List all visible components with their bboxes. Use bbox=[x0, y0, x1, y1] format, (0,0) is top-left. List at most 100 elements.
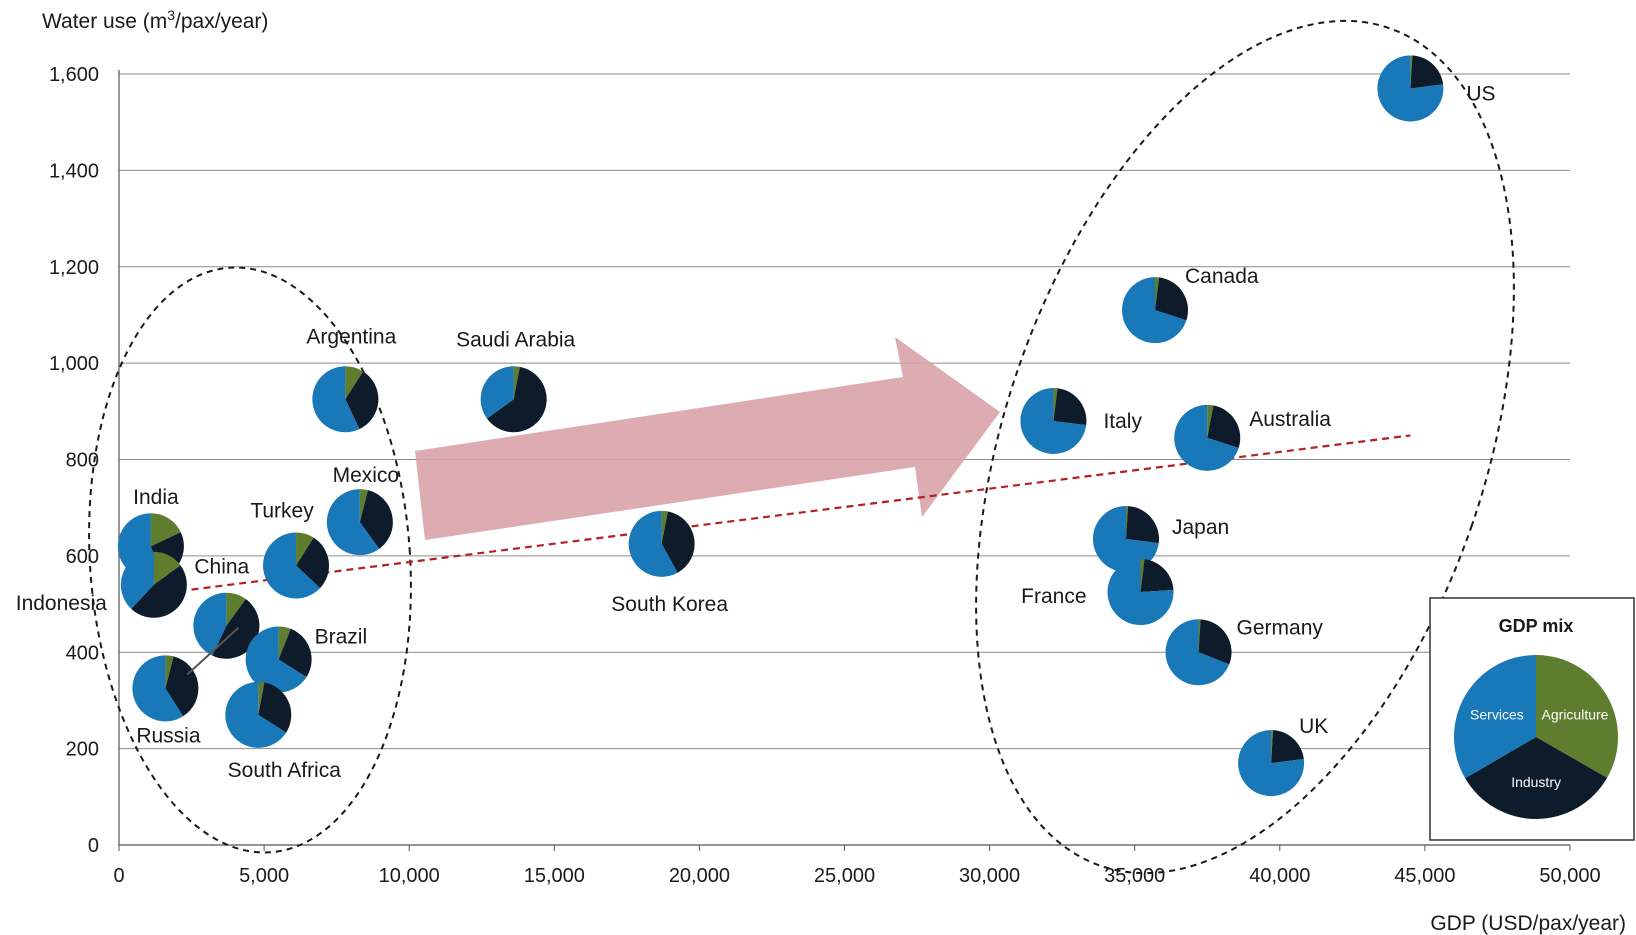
y-tick-label: 1,000 bbox=[49, 353, 99, 375]
developed-cluster-outline bbox=[975, 19, 1515, 875]
pie-slice-agriculture bbox=[513, 366, 520, 400]
pie-turkey bbox=[263, 532, 330, 599]
pie-slice-services bbox=[120, 551, 154, 609]
pie-slice-industry bbox=[1207, 405, 1241, 449]
pie-slice-industry bbox=[359, 490, 393, 549]
x-tick-label: 10,000 bbox=[379, 865, 440, 887]
pie-slice-services bbox=[1122, 277, 1187, 344]
country-pies bbox=[117, 55, 1444, 797]
growth-arrow-shape bbox=[415, 337, 1000, 540]
x-tick-label: 30,000 bbox=[959, 865, 1020, 887]
pie-us bbox=[1377, 55, 1444, 122]
pie-slice-industry bbox=[258, 682, 292, 733]
pie-slice-agriculture bbox=[1271, 730, 1274, 764]
pie-italy bbox=[1020, 387, 1087, 454]
pie-slice-industry bbox=[296, 537, 330, 589]
pie-slice-agriculture bbox=[1198, 619, 1201, 653]
y-tick-label: 0 bbox=[88, 835, 99, 857]
pie-slice-services bbox=[1020, 387, 1087, 454]
pie-slice-agriculture bbox=[153, 551, 181, 585]
leader-line bbox=[186, 627, 240, 676]
y-tick-label: 600 bbox=[66, 546, 99, 568]
point-label-italy: Italy bbox=[1103, 410, 1142, 433]
pie-slice-agriculture bbox=[661, 510, 668, 544]
pie-slice-industry bbox=[278, 628, 312, 678]
x-tick-label: 25,000 bbox=[814, 865, 875, 887]
pie-slice-agriculture bbox=[1053, 387, 1058, 421]
pie-slice-industry bbox=[1271, 730, 1304, 764]
point-label-japan: Japan bbox=[1172, 516, 1229, 539]
pie-slice-agriculture bbox=[345, 366, 364, 400]
legend-slice-label: Industry bbox=[1511, 774, 1561, 790]
pie-argentina bbox=[312, 366, 379, 433]
pie-slice-services bbox=[245, 626, 307, 693]
point-label-germany: Germany bbox=[1237, 616, 1324, 639]
pie-slice-agriculture bbox=[1140, 559, 1145, 593]
x-tick-label: 5,000 bbox=[239, 865, 289, 887]
point-label-saudi-arabia: Saudi Arabia bbox=[456, 328, 575, 351]
point-label-us: US bbox=[1466, 82, 1495, 105]
pie-saudi-arabia bbox=[480, 366, 547, 433]
pie-slice-services bbox=[263, 532, 321, 599]
pie-slice-services bbox=[1174, 404, 1239, 471]
pie-slice-industry bbox=[486, 366, 547, 433]
pie-slice-agriculture bbox=[150, 513, 181, 547]
pie-australia bbox=[1174, 404, 1241, 471]
pie-south-africa bbox=[225, 681, 292, 748]
point-label-south-korea: South Korea bbox=[611, 593, 728, 616]
pie-slice-industry bbox=[661, 511, 695, 573]
developing-cluster-outline bbox=[88, 266, 412, 854]
point-label-south-africa: South Africa bbox=[228, 759, 342, 782]
pie-slice-industry bbox=[1410, 55, 1444, 89]
pie-slice-services bbox=[132, 655, 184, 722]
point-label-mexico: Mexico bbox=[333, 464, 400, 487]
legend-title: GDP mix bbox=[1499, 616, 1574, 636]
point-label-russia: Russia bbox=[136, 724, 201, 747]
pie-south-korea bbox=[628, 510, 695, 577]
pie-slice-agriculture bbox=[1125, 506, 1129, 540]
pie-brazil bbox=[245, 626, 312, 693]
x-tick-label: 40,000 bbox=[1249, 865, 1310, 887]
pie-slice-services bbox=[193, 592, 227, 656]
pie-slice-agriculture bbox=[258, 681, 265, 715]
y-tick-label: 1,400 bbox=[49, 160, 99, 182]
y-axis-title: Water use (m3/pax/year) bbox=[42, 7, 268, 33]
point-label-australia: Australia bbox=[1249, 408, 1331, 431]
pie-slice-services bbox=[1107, 559, 1174, 626]
pie-slice-industry bbox=[1155, 277, 1189, 321]
pie-slice-services bbox=[1238, 730, 1305, 797]
pie-slice-agriculture bbox=[165, 655, 174, 689]
pie-slice-industry bbox=[1053, 388, 1087, 426]
point-label-indonesia: Indonesia bbox=[16, 592, 107, 615]
pie-slice-agriculture bbox=[1536, 655, 1618, 778]
pie-slice-agriculture bbox=[359, 489, 369, 523]
pie-slice-agriculture bbox=[226, 592, 246, 626]
pie-slice-industry bbox=[1140, 559, 1174, 593]
pie-slice-industry bbox=[345, 371, 379, 430]
legend-slice-label: Services bbox=[1470, 707, 1524, 723]
pie-japan bbox=[1092, 506, 1159, 573]
pie-canada bbox=[1122, 277, 1189, 344]
point-label-brazil: Brazil bbox=[315, 625, 368, 648]
point-label-china: China bbox=[194, 556, 249, 579]
pie-slice-services bbox=[312, 366, 360, 433]
x-tick-label: 0 bbox=[113, 865, 124, 887]
pie-france bbox=[1107, 559, 1174, 626]
pie-slice-agriculture bbox=[1410, 55, 1413, 89]
y-tick-label: 1,600 bbox=[49, 64, 99, 86]
x-tick-label: 15,000 bbox=[524, 865, 585, 887]
gridlines bbox=[119, 73, 1570, 750]
axes: 0 200 400 600 800 1,000 1,200 1,400 1,600 0 5,000 1… bbox=[49, 64, 1601, 887]
pie-slice-agriculture bbox=[1155, 277, 1160, 311]
pie-slice-agriculture bbox=[278, 626, 291, 660]
pie-uk bbox=[1238, 730, 1305, 797]
point-label-uk: UK bbox=[1299, 715, 1328, 738]
point-label-france: France bbox=[1021, 585, 1086, 608]
y-tick-label: 400 bbox=[66, 642, 99, 664]
y-tick-label: 1,200 bbox=[49, 257, 99, 279]
y-tick-label: 800 bbox=[66, 450, 99, 472]
legend-slice-label: Agriculture bbox=[1542, 706, 1609, 722]
x-tick-label: 50,000 bbox=[1539, 865, 1600, 887]
pie-slice-industry bbox=[1125, 506, 1159, 544]
